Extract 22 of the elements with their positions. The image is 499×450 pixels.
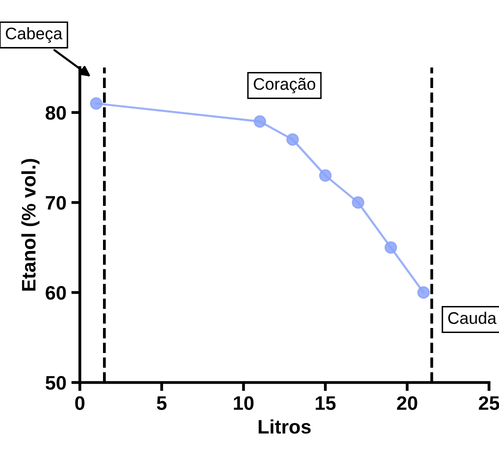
annotation: Cauda (448, 312, 497, 324)
y-tick-label: 60 (46, 286, 66, 300)
x-tick-label: 0 (75, 396, 84, 410)
annotation: Coração (254, 78, 316, 94)
x-tick-label: 15 (316, 396, 336, 410)
point (254, 115, 266, 128)
y-tick-label: 50 (46, 376, 66, 390)
point (286, 133, 299, 146)
point (417, 286, 430, 299)
point (90, 97, 102, 110)
y-tick-label: 70 (46, 196, 66, 210)
x-tick-label: 20 (397, 396, 418, 410)
point (319, 169, 332, 182)
text: Cabeça (6, 27, 62, 43)
point (384, 241, 398, 254)
y-tick-label: 80 (46, 106, 66, 120)
y-axis-title: Etanol (% vol.) (21, 158, 40, 291)
x-axis-title: Litros (258, 419, 311, 434)
x-tick-label: 25 (478, 396, 499, 410)
x-tick-label: 10 (234, 396, 254, 410)
x-tick-label: 5 (156, 396, 167, 410)
point (352, 196, 364, 209)
